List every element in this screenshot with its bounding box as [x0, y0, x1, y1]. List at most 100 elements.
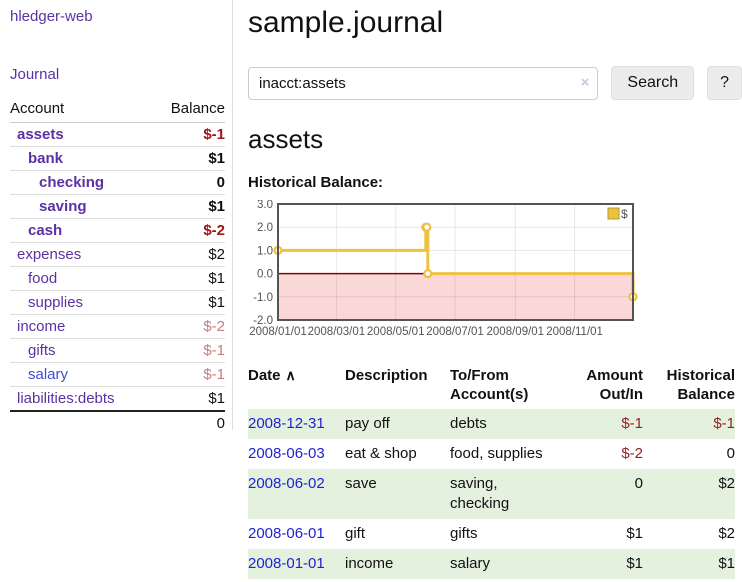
accounts-header-balance: Balance: [152, 97, 225, 123]
register-header-accounts: To/From Account(s): [450, 364, 562, 409]
sidebar-account-row: cash $-2: [10, 219, 225, 243]
register-header-row: Date∧ Description To/From Account(s) Amo…: [248, 364, 735, 409]
transaction-amount: 0: [562, 469, 643, 519]
sidebar-account-link-income[interactable]: income: [10, 318, 65, 335]
register-body: 2008-12-31pay offdebts$-1$-12008-06-03ea…: [248, 409, 735, 579]
transaction-accounts: salary: [450, 549, 562, 579]
sidebar-account-balance: $-1: [152, 123, 225, 147]
accounts-total-spacer: [10, 411, 152, 435]
sidebar-account-row: salary $-1: [10, 363, 225, 387]
transaction-balance: $-1: [643, 409, 735, 439]
svg-text:2008/11/01: 2008/11/01: [546, 326, 603, 338]
transaction-date-link[interactable]: 2008-06-01: [248, 525, 325, 542]
transaction-description: eat & shop: [345, 439, 450, 469]
sidebar-account-row: saving $1: [10, 195, 225, 219]
sidebar: hledger-web Journal Account Balance asse…: [0, 0, 232, 435]
account-heading: assets: [248, 124, 742, 155]
sidebar-account-row: food $1: [10, 267, 225, 291]
brand-link[interactable]: hledger-web: [10, 8, 93, 25]
sidebar-account-link-saving[interactable]: saving: [10, 198, 87, 215]
sidebar-account-row: assets $-1: [10, 123, 225, 147]
register-table: Date∧ Description To/From Account(s) Amo…: [248, 364, 735, 579]
sidebar-account-balance: 0: [152, 171, 225, 195]
svg-text:-1.0: -1.0: [253, 292, 273, 304]
accounts-header-account: Account: [10, 97, 152, 123]
accounts-total-row: 0: [10, 411, 225, 435]
sidebar-account-row: liabilities:debts $1: [10, 387, 225, 412]
sidebar-account-balance: $1: [152, 147, 225, 171]
main-content: sample.journal × Search ? assets Histori…: [248, 0, 742, 579]
transaction-amount: $-1: [562, 409, 643, 439]
transaction-description: income: [345, 549, 450, 579]
historical-balance-chart: $3.02.01.00.0-1.0-2.02008/01/012008/03/0…: [248, 200, 742, 346]
clear-search-icon[interactable]: ×: [581, 74, 590, 91]
search-input[interactable]: [248, 67, 598, 100]
svg-text:2.0: 2.0: [257, 222, 273, 234]
sidebar-account-balance: $-2: [152, 315, 225, 339]
sidebar-account-link-liabilities-debts[interactable]: liabilities:debts: [10, 390, 115, 407]
transaction-accounts: gifts: [450, 519, 562, 549]
chart-svg: $3.02.01.00.0-1.0-2.02008/01/012008/03/0…: [248, 200, 648, 342]
register-header-amount: Amount Out/In: [562, 364, 643, 409]
register-row: 2008-06-02savesaving, checking0$2: [248, 469, 735, 519]
transaction-amount: $1: [562, 519, 643, 549]
page-title: sample.journal: [248, 6, 742, 40]
transaction-description: pay off: [345, 409, 450, 439]
transaction-date-link[interactable]: 2008-12-31: [248, 415, 325, 432]
sidebar-account-link-bank[interactable]: bank: [10, 150, 63, 167]
sidebar-account-balance: $1: [152, 291, 225, 315]
sidebar-account-balance: $-2: [152, 219, 225, 243]
register-header-balance: Historical Balance: [643, 364, 735, 409]
svg-text:2008/09/01: 2008/09/01: [487, 326, 545, 338]
sidebar-account-link-cash[interactable]: cash: [10, 222, 62, 239]
chart-heading: Historical Balance:: [248, 174, 742, 191]
sidebar-account-row: expenses $2: [10, 243, 225, 267]
sidebar-divider: [232, 0, 233, 430]
svg-text:2008/05/01: 2008/05/01: [367, 326, 425, 338]
register-row: 2008-06-03 eat & shopfood, supplies$-20: [248, 439, 735, 469]
sidebar-account-balance: $1: [152, 267, 225, 291]
svg-text:2008/03/01: 2008/03/01: [308, 326, 366, 338]
sidebar-account-link-expenses[interactable]: expenses: [10, 246, 81, 263]
transaction-accounts: saving, checking: [450, 469, 562, 519]
transaction-balance: $2: [643, 519, 735, 549]
sidebar-accounts-body: assets$-1bank$1checking0saving$1cash$-2e…: [10, 123, 225, 412]
transaction-description: gift: [345, 519, 450, 549]
sidebar-account-link-gifts[interactable]: gifts: [10, 342, 56, 359]
sidebar-account-link-supplies[interactable]: supplies: [10, 294, 83, 311]
transaction-balance: $1: [643, 549, 735, 579]
sidebar-account-link-checking[interactable]: checking: [10, 174, 104, 191]
sidebar-account-link-food[interactable]: food: [10, 270, 57, 287]
register-row: 2008-06-01 giftgifts$1$2: [248, 519, 735, 549]
sidebar-account-row: supplies $1: [10, 291, 225, 315]
transaction-balance: 0: [643, 439, 735, 469]
sidebar-account-balance: $1: [152, 387, 225, 412]
svg-text:1.0: 1.0: [257, 245, 273, 257]
sidebar-account-balance: $1: [152, 195, 225, 219]
sidebar-account-link-salary[interactable]: salary: [10, 366, 68, 383]
register-row: 2008-12-31pay offdebts$-1$-1: [248, 409, 735, 439]
sidebar-account-link-assets[interactable]: assets: [10, 126, 64, 143]
search-button[interactable]: Search: [611, 66, 694, 100]
sort-ascending-icon: ∧: [286, 367, 296, 383]
transaction-date-link[interactable]: 2008-01-01: [248, 555, 325, 572]
transaction-date-link[interactable]: 2008-06-02: [248, 475, 325, 492]
svg-text:2008/07/01: 2008/07/01: [426, 326, 484, 338]
transaction-amount: $1: [562, 549, 643, 579]
transaction-accounts: food, supplies: [450, 439, 562, 469]
register-row: 2008-01-01incomesalary$1$1: [248, 549, 735, 579]
register-header-description: Description: [345, 364, 450, 409]
transaction-date-link[interactable]: 2008-06-03: [248, 445, 325, 462]
sidebar-item-journal[interactable]: Journal: [10, 66, 59, 83]
svg-text:2008/01/01: 2008/01/01: [249, 326, 307, 338]
sidebar-account-balance: $-1: [152, 339, 225, 363]
sidebar-account-balance: $2: [152, 243, 225, 267]
accounts-header-row: Account Balance: [10, 97, 225, 123]
svg-text:0.0: 0.0: [257, 269, 273, 281]
sidebar-account-row: checking 0: [10, 171, 225, 195]
register-header-date[interactable]: Date∧: [248, 364, 345, 409]
help-button[interactable]: ?: [707, 66, 742, 100]
sidebar-account-row: bank $1: [10, 147, 225, 171]
transaction-amount: $-2: [562, 439, 643, 469]
sidebar-account-balance: $-1: [152, 363, 225, 387]
